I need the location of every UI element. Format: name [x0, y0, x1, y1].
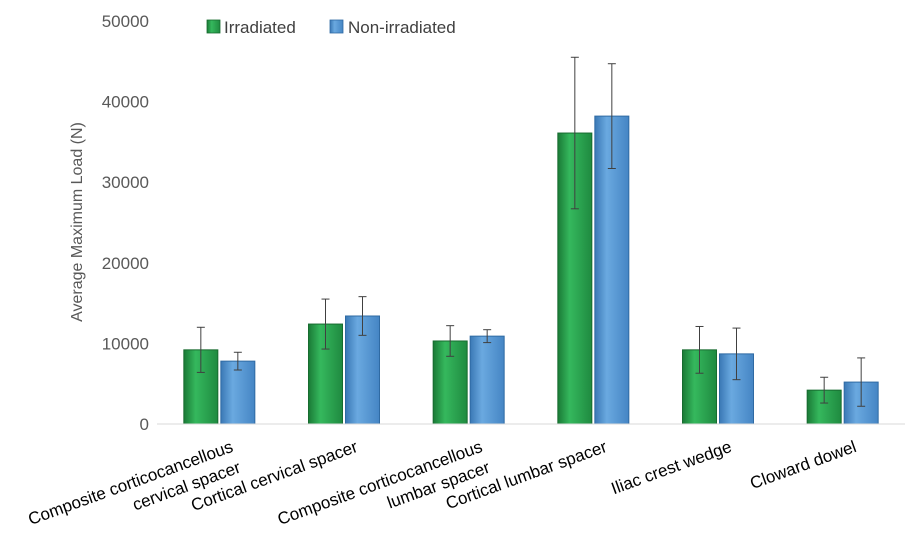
y-tick-label: 40000 [102, 93, 149, 112]
bar-non-irradiated [469, 335, 505, 425]
y-axis-label: Average Maximum Load (N) [69, 122, 86, 322]
y-tick-label: 0 [140, 415, 149, 434]
legend-label-irradiated: Irradiated [224, 18, 296, 37]
bar-non-irradiated [220, 360, 256, 425]
y-axis: 0 10000 20000 30000 40000 50000 [102, 12, 149, 434]
y-tick-label: 30000 [102, 173, 149, 192]
y-tick-label: 20000 [102, 254, 149, 273]
legend: Irradiated Non-irradiated [206, 18, 456, 37]
bars [183, 115, 879, 425]
x-category-label: Iliac crest wedge [609, 437, 734, 498]
x-category-label-line: Cloward dowel [748, 437, 859, 493]
error-bars [196, 56, 866, 407]
bar-irradiated [432, 340, 468, 425]
legend-swatch-non-irradiated [329, 19, 344, 34]
legend-label-non-irradiated: Non-irradiated [348, 18, 456, 37]
y-tick-label: 50000 [102, 12, 149, 31]
x-category-label: Cloward dowel [748, 437, 859, 493]
y-tick-label: 10000 [102, 334, 149, 353]
legend-swatch-irradiated [206, 19, 221, 34]
x-category-label-line: Iliac crest wedge [609, 437, 734, 498]
